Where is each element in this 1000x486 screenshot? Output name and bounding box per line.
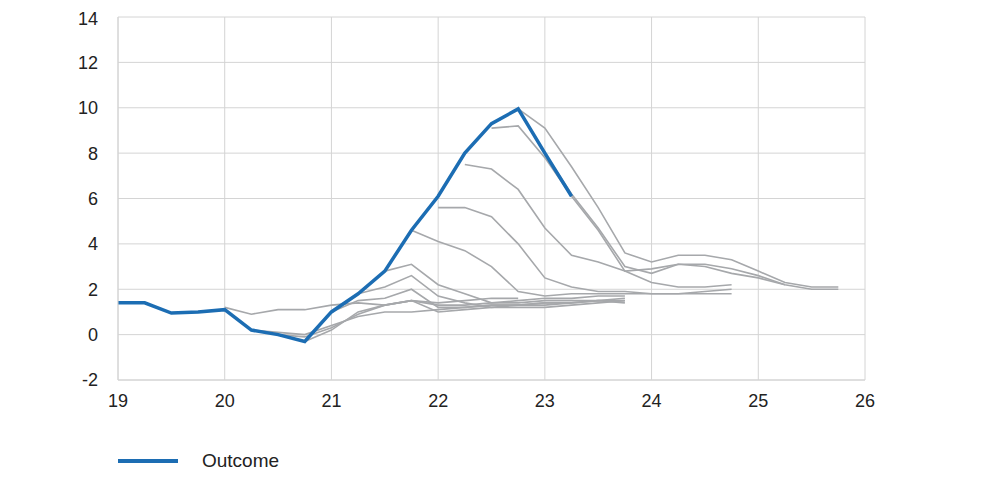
svg-text:25: 25: [748, 391, 768, 410]
svg-text:14: 14: [78, 9, 98, 29]
svg-text:4: 4: [88, 234, 98, 254]
svg-text:0: 0: [88, 325, 98, 345]
svg-text:10: 10: [78, 98, 98, 118]
svg-text:23: 23: [535, 391, 555, 410]
svg-text:6: 6: [88, 189, 98, 209]
svg-text:22: 22: [428, 391, 448, 410]
svg-text:12: 12: [78, 53, 98, 73]
svg-text:24: 24: [642, 391, 662, 410]
svg-text:8: 8: [88, 144, 98, 164]
svg-text:21: 21: [321, 391, 341, 410]
svg-text:26: 26: [855, 391, 875, 410]
svg-text:19: 19: [108, 391, 128, 410]
svg-text:20: 20: [215, 391, 235, 410]
svg-text:2: 2: [88, 280, 98, 300]
svg-text:-2: -2: [82, 370, 98, 390]
html-text:Outcome: Outcome: [202, 450, 280, 471]
